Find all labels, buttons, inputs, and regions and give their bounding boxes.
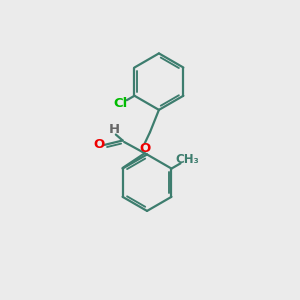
Text: Cl: Cl [113, 98, 127, 110]
Text: O: O [93, 138, 104, 152]
Text: O: O [139, 142, 150, 155]
Text: CH₃: CH₃ [176, 153, 199, 166]
Text: H: H [109, 123, 120, 136]
